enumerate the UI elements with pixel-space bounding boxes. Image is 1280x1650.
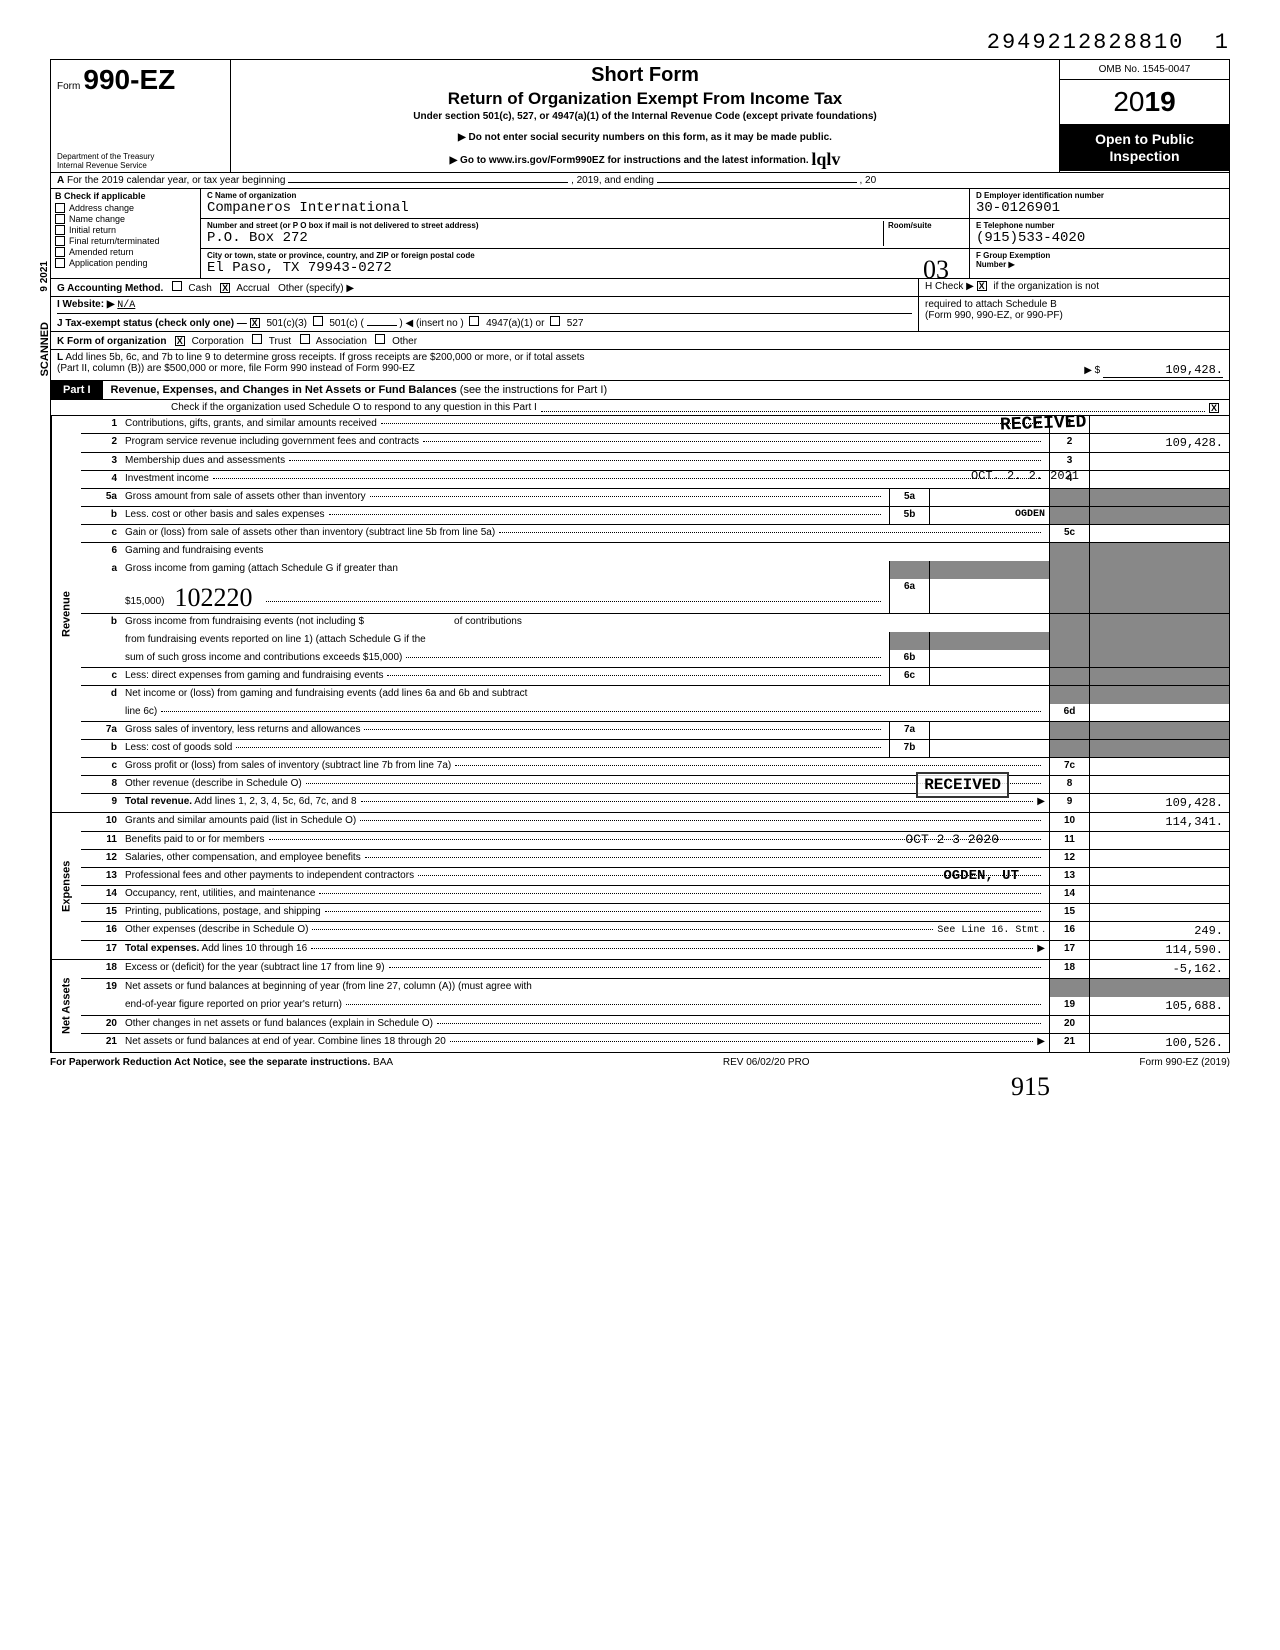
ogden-stamp-2: OGDEN, UT: [943, 868, 1019, 884]
form-header: Form 990-EZ Department of the Treasury I…: [50, 59, 1230, 173]
line3-val: [1089, 453, 1229, 470]
checkbox-assoc[interactable]: [300, 334, 310, 344]
subtitle: Under section 501(c), 527, or 4947(a)(1)…: [241, 111, 1049, 122]
instr-url: ▶ Go to www.irs.gov/Form990EZ for instru…: [450, 155, 809, 166]
accounting-label: G Accounting Method.: [57, 283, 163, 294]
instr-ssn: ▶ Do not enter social security numbers o…: [241, 132, 1049, 143]
col-b-checkboxes: B Check if applicable Address change Nam…: [51, 189, 201, 278]
line7c-val: [1089, 758, 1229, 775]
footer: For Paperwork Reduction Act Notice, see …: [50, 1053, 1230, 1072]
addr-value: P.O. Box 272: [207, 230, 883, 246]
line9-val: 109,428.: [1089, 794, 1229, 812]
short-form-title: Short Form: [241, 64, 1049, 87]
checkbox-501c3[interactable]: X: [250, 318, 260, 328]
row-website: I Website: ▶ N/A J Tax-exempt status (ch…: [50, 297, 1230, 332]
org-name-label: C Name of organization: [207, 191, 963, 200]
revenue-section: Revenue 1 Contributions, gifts, grants, …: [50, 416, 1230, 813]
line8-val: [1089, 776, 1229, 793]
form-org-label: K Form of organization: [57, 336, 166, 347]
scanned-stamp: SCANNED: [33, 320, 57, 378]
row-l: SCANNED L Add lines 5b, 6c, and 7b to li…: [50, 350, 1230, 381]
omb-number: OMB No. 1545-0047: [1060, 60, 1229, 80]
gross-receipts: 109,428.: [1103, 363, 1223, 378]
ein-label: D Employer identification number: [976, 191, 1223, 200]
phone-value: (915)533-4020: [976, 230, 1223, 246]
form-number: 990-EZ: [83, 64, 175, 95]
info-grid: B Check if applicable Address change Nam…: [50, 189, 1230, 279]
checkbox-final-return[interactable]: [55, 236, 65, 246]
line4-val: [1089, 471, 1229, 488]
checkbox-name-change[interactable]: [55, 214, 65, 224]
line21-val: 100,526.: [1089, 1034, 1229, 1052]
line11-val: [1089, 832, 1229, 849]
org-name: Companeros International: [207, 200, 963, 216]
main-title: Return of Organization Exempt From Incom…: [241, 89, 1049, 109]
page-number: 2949212828810 1: [50, 30, 1230, 55]
room-label: Room/suite: [888, 221, 963, 230]
line1-val: RECEIVED: [1089, 416, 1229, 433]
website-label: I Website: ▶: [57, 299, 115, 310]
city-value: El Paso, TX 79943-0272: [207, 260, 963, 276]
line18-val: -5,162.: [1089, 960, 1229, 978]
checkbox-address-change[interactable]: [55, 203, 65, 213]
line6d-val: [1089, 704, 1229, 721]
handwrite-date: 102220: [174, 583, 252, 613]
line10-val: 114,341.: [1089, 813, 1229, 831]
checkbox-schedule-b[interactable]: X: [977, 281, 987, 291]
line13-val: [1089, 868, 1229, 885]
line14-val: [1089, 886, 1229, 903]
line20-val: [1089, 1016, 1229, 1033]
ogden-stamp-1: OGDEN: [1015, 509, 1045, 520]
phone-label: E Telephone number: [976, 221, 1223, 230]
checkbox-accrual[interactable]: X: [220, 283, 230, 293]
checkbox-527[interactable]: [550, 316, 560, 326]
line16-val: 249.: [1089, 922, 1229, 940]
checkbox-schedule-o[interactable]: X: [1209, 403, 1219, 413]
received-stamp-1: RECEIVED: [1000, 412, 1087, 435]
ein-value: 30-0126901: [976, 200, 1223, 216]
checkbox-cash[interactable]: [172, 281, 182, 291]
line12-val: [1089, 850, 1229, 867]
netassets-section: Net Assets 18 Excess or (deficit) for th…: [50, 960, 1230, 1053]
checkbox-pending[interactable]: [55, 258, 65, 268]
row-a-tax-year: A For the 2019 calendar year, or tax yea…: [50, 173, 1230, 189]
group-exempt-number: Number ▶: [976, 260, 1015, 269]
checkbox-other-org[interactable]: [375, 334, 385, 344]
date-stamp-1: OCT. 2. 2. 2021: [971, 469, 1079, 483]
checkbox-501c[interactable]: [313, 316, 323, 326]
part1-header: Part I Revenue, Expenses, and Changes in…: [50, 381, 1230, 400]
line19-val: 105,688.: [1089, 997, 1229, 1015]
row-form-org: K Form of organization X Corporation Tru…: [50, 332, 1230, 350]
addr-label: Number and street (or P O box if mail is…: [207, 221, 883, 230]
checkbox-4947[interactable]: [469, 316, 479, 326]
dept-irs: Internal Revenue Service: [57, 161, 154, 170]
website-value: N/A: [117, 300, 135, 311]
tax-status-label: J Tax-exempt status (check only one) —: [57, 318, 247, 329]
line2-val: 109,428.: [1089, 434, 1229, 452]
checkbox-trust[interactable]: [252, 334, 262, 344]
handwrite-915: 915: [1011, 1072, 1050, 1101]
expenses-section: Expenses 10 Grants and similar amounts p…: [50, 813, 1230, 960]
form-prefix: Form: [57, 81, 80, 92]
side-year: 9 2021: [33, 259, 56, 294]
line15-val: [1089, 904, 1229, 921]
city-label: City or town, state or province, country…: [207, 251, 963, 260]
checkbox-corp[interactable]: X: [175, 336, 185, 346]
row-accounting: 9 2021 G Accounting Method. Cash X Accru…: [50, 279, 1230, 297]
date-stamp-2: OCT 2 3 2020: [905, 832, 999, 847]
tax-year: 2019: [1060, 80, 1229, 125]
group-exempt-label: F Group Exemption: [976, 251, 1050, 260]
handwrite-initials: lqlv: [811, 149, 840, 169]
checkbox-initial-return[interactable]: [55, 225, 65, 235]
line17-val: 114,590.: [1089, 941, 1229, 959]
line5c-val: [1089, 525, 1229, 542]
checkbox-amended[interactable]: [55, 247, 65, 257]
inspection-notice: Open to Public Inspection: [1060, 125, 1229, 171]
dept-treasury: Department of the Treasury: [57, 152, 154, 161]
